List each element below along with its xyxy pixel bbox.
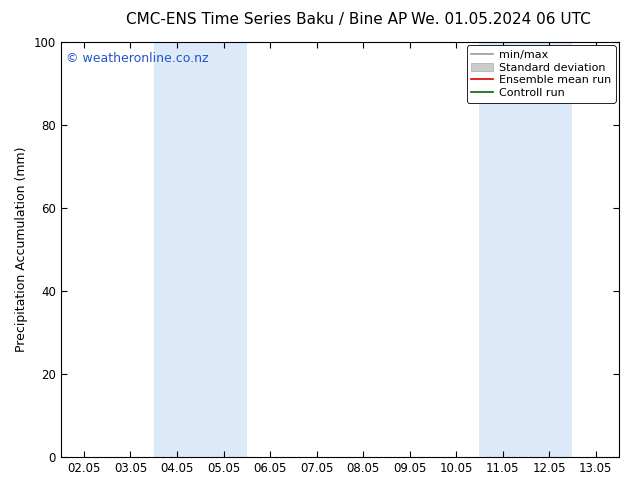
Text: CMC-ENS Time Series Baku / Bine AP: CMC-ENS Time Series Baku / Bine AP [126, 12, 407, 27]
Bar [479, 42, 573, 457]
Text: © weatheronline.co.nz: © weatheronline.co.nz [66, 52, 209, 66]
Y-axis label: Precipitation Accumulation (mm): Precipitation Accumulation (mm) [15, 147, 28, 352]
Bar [153, 42, 247, 457]
Legend: min/max, Standard deviation, Ensemble mean run, Controll run: min/max, Standard deviation, Ensemble me… [467, 46, 616, 102]
Text: We. 01.05.2024 06 UTC: We. 01.05.2024 06 UTC [411, 12, 591, 27]
